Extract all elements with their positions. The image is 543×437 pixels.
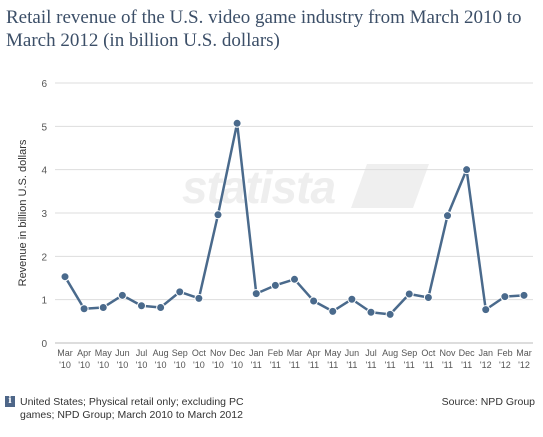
- x-tick-year-label: '11: [289, 360, 300, 370]
- x-tick-year-label: '10: [212, 360, 224, 370]
- x-tick-year-label: '10: [97, 360, 109, 370]
- data-point: [290, 274, 299, 284]
- x-tick-year-label: '11: [346, 360, 357, 370]
- data-point: [443, 211, 452, 221]
- data-point: [366, 307, 376, 317]
- x-tick-label: Dec: [229, 348, 246, 358]
- x-tick-label: Jan: [249, 348, 264, 358]
- data-point: [309, 296, 319, 306]
- x-tick-label: Sep: [172, 348, 188, 358]
- data-point: [481, 305, 491, 315]
- x-tick-label: Apr: [77, 348, 91, 358]
- x-tick-label: Oct: [421, 348, 436, 358]
- series-line: [63, 122, 525, 316]
- x-tick-label: Mar: [287, 348, 303, 358]
- data-point: [270, 280, 280, 290]
- x-tick-label: Jan: [478, 348, 493, 358]
- y-tick-label: 0: [41, 339, 47, 350]
- x-tick-label: Aug: [153, 348, 169, 358]
- x-tick-label: Jun: [115, 348, 130, 358]
- x-tick-label: Apr: [307, 348, 321, 358]
- data-point: [232, 118, 242, 128]
- x-tick-year-label: '12: [518, 360, 530, 370]
- x-tick-year-label: '11: [327, 360, 338, 370]
- data-point: [194, 293, 204, 303]
- x-tick-label: May: [95, 348, 113, 358]
- info-icon[interactable]: i: [5, 396, 15, 407]
- source-label: Source: NPD Group: [441, 396, 535, 408]
- x-tick-year-label: '11: [365, 360, 376, 370]
- x-tick-label: Jul: [136, 348, 148, 358]
- x-tick-year-label: '11: [461, 360, 472, 370]
- x-tick-label: Feb: [497, 348, 513, 358]
- y-tick-label: 6: [41, 79, 47, 90]
- data-point: [423, 293, 433, 302]
- x-tick-year-label: '10: [59, 360, 71, 370]
- data-point: [79, 304, 89, 314]
- data-point: [404, 289, 414, 299]
- x-tick-year-label: '12: [499, 360, 511, 370]
- x-tick-label: Jul: [365, 348, 377, 358]
- x-tick-year-label: '11: [385, 360, 396, 370]
- x-tick-year-label: '10: [174, 360, 186, 370]
- x-tick-label: Mar: [57, 348, 73, 358]
- y-tick-label: 5: [41, 122, 47, 133]
- data-point: [251, 289, 261, 299]
- x-tick-label: Nov: [210, 348, 227, 358]
- data-point: [328, 306, 338, 316]
- data-point: [213, 210, 223, 220]
- x-tick-year-label: '11: [308, 360, 319, 370]
- data-point: [347, 294, 357, 304]
- data-point: [117, 290, 127, 300]
- x-tick-year-label: '10: [117, 360, 129, 370]
- x-tick-year-label: '10: [155, 360, 167, 370]
- x-tick-label: Oct: [192, 348, 207, 358]
- x-tick-year-label: '11: [270, 360, 281, 370]
- data-point: [137, 301, 146, 311]
- data-point: [519, 290, 529, 300]
- y-axis-label: Revenue in billion U.S. dollars: [17, 139, 29, 286]
- y-tick-label: 4: [41, 166, 47, 177]
- x-tick-year-label: '10: [231, 360, 243, 370]
- x-tick-label: Feb: [268, 348, 284, 358]
- x-tick-year-label: '11: [251, 360, 262, 370]
- x-tick-label: Aug: [382, 348, 398, 358]
- data-point: [175, 287, 185, 297]
- x-tick-label: Mar: [516, 348, 532, 358]
- x-tick-year-label: '10: [78, 360, 90, 370]
- data-point: [156, 302, 166, 312]
- x-tick-year-label: '12: [480, 360, 492, 370]
- x-tick-label: Nov: [439, 348, 456, 358]
- data-point: [98, 302, 108, 312]
- x-tick-label: Jun: [345, 348, 360, 358]
- x-tick-year-label: '11: [404, 360, 415, 370]
- data-point: [385, 309, 395, 319]
- x-tick-year-label: '11: [423, 360, 434, 370]
- x-tick-label: Dec: [459, 348, 476, 358]
- y-tick-label: 1: [41, 296, 47, 307]
- x-tick-year-label: '11: [442, 360, 453, 370]
- x-tick-label: May: [324, 348, 342, 358]
- y-tick-label: 2: [41, 252, 47, 263]
- y-tick-label: 3: [41, 209, 47, 220]
- x-tick-year-label: '10: [136, 360, 148, 370]
- x-tick-label: Sep: [401, 348, 417, 358]
- x-tick-year-label: '10: [193, 360, 205, 370]
- chart-title: Retail revenue of the U.S. video game in…: [6, 7, 522, 51]
- data-point: [60, 272, 70, 282]
- footer-note: United States; Physical retail only; exc…: [20, 396, 244, 421]
- data-point: [500, 292, 510, 302]
- data-point: [462, 165, 472, 175]
